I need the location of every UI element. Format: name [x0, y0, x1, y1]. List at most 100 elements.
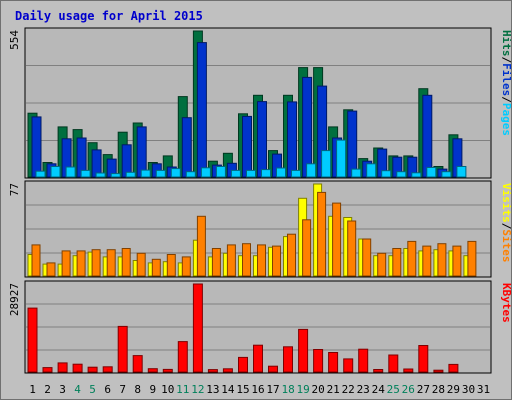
bar-pages-day-20 — [321, 150, 332, 178]
bar-kbytes-day-7 — [117, 325, 128, 373]
bar-sites-day-2 — [46, 262, 56, 277]
bar-pages-day-5 — [95, 172, 106, 178]
bar-sites-day-24 — [377, 252, 387, 277]
bar-pages-day-24 — [381, 170, 392, 178]
axis-max-label-middle: 77 — [8, 183, 21, 196]
day-label-1: 1 — [29, 383, 36, 396]
day-label-3: 3 — [59, 383, 66, 396]
bar-sites-day-26 — [407, 240, 417, 277]
bar-kbytes-day-19 — [298, 328, 309, 373]
bar-pages-day-10 — [170, 168, 181, 178]
bar-kbytes-day-18 — [283, 346, 293, 373]
bar-sites-day-13 — [211, 248, 221, 277]
bar-sites-day-23 — [362, 238, 372, 277]
bar-sites-day-19 — [302, 219, 312, 277]
bar-sites-day-27 — [422, 245, 432, 277]
bar-files-day-18 — [287, 101, 297, 178]
bar-sites-day-5 — [91, 249, 101, 277]
bar-sites-day-20 — [317, 191, 327, 277]
day-label-5: 5 — [89, 383, 96, 396]
bar-kbytes-day-2 — [42, 367, 53, 373]
day-label-11: 11 — [176, 383, 189, 396]
day-label-13: 13 — [206, 383, 219, 396]
bar-pages-day-17 — [276, 167, 286, 178]
legend-item-files: Files — [500, 63, 511, 96]
day-label-20: 20 — [311, 383, 324, 396]
bar-kbytes-day-17 — [268, 365, 278, 373]
legend-item-visits: Visits — [500, 183, 511, 223]
bar-pages-day-11 — [185, 171, 196, 178]
day-label-12: 12 — [191, 383, 204, 396]
panel-middle — [24, 180, 492, 278]
bar-files-day-16 — [257, 101, 267, 178]
day-label-27: 27 — [417, 383, 430, 396]
bar-pages-day-16 — [261, 169, 271, 178]
bar-kbytes-day-26 — [403, 368, 414, 373]
bar-kbytes-day-24 — [373, 369, 384, 373]
bar-kbytes-day-25 — [388, 354, 399, 373]
day-label-10: 10 — [161, 383, 174, 396]
bar-sites-day-25 — [392, 248, 402, 277]
bar-pages-day-27 — [426, 167, 437, 178]
day-label-4: 4 — [74, 383, 81, 396]
bar-kbytes-day-16 — [253, 344, 263, 373]
day-label-8: 8 — [134, 383, 141, 396]
bar-pages-day-22 — [351, 168, 362, 178]
day-label-26: 26 — [402, 383, 415, 396]
panel-top — [24, 27, 492, 179]
bar-kbytes-day-3 — [57, 362, 68, 373]
bar-files-day-12 — [196, 42, 207, 178]
bar-sites-day-3 — [61, 250, 71, 277]
bar-pages-day-23 — [366, 163, 377, 178]
bar-kbytes-day-4 — [72, 363, 83, 373]
bar-sites-day-15 — [242, 243, 251, 277]
bar-sites-day-22 — [347, 220, 357, 277]
bar-kbytes-day-14 — [222, 368, 233, 373]
bar-sites-day-7 — [121, 248, 131, 277]
bar-sites-day-29 — [452, 245, 462, 277]
day-label-2: 2 — [44, 383, 51, 396]
legend-separator: / — [500, 96, 511, 103]
legend-item-pages: Pages — [500, 103, 511, 136]
chart-title: Daily usage for April 2015 — [15, 9, 203, 23]
bar-pages-day-29 — [456, 166, 467, 178]
day-label-16: 16 — [251, 383, 264, 396]
day-label-19: 19 — [296, 383, 309, 396]
bar-files-day-15 — [242, 115, 252, 178]
bar-files-day-11 — [181, 117, 192, 178]
legend-item-hits: Hits — [500, 30, 511, 57]
day-label-7: 7 — [119, 383, 126, 396]
bar-sites-day-17 — [272, 245, 281, 277]
bar-kbytes-day-20 — [313, 349, 324, 373]
bar-pages-day-19 — [306, 163, 317, 178]
axis-labels-layer: 554 77 28927 — [8, 30, 21, 316]
legend-middle: Visits/Sites — [500, 183, 511, 263]
day-label-6: 6 — [104, 383, 111, 396]
bar-pages-day-26 — [411, 172, 422, 178]
bar-sites-day-30 — [467, 240, 477, 277]
bar-sites-day-9 — [151, 258, 161, 277]
day-labels-layer: 1 2 3 4 5 6 7 8 9 10 11 12 13 14 15 16 17 18 19 20 21 22 23 24 2… — [29, 383, 490, 396]
bar-files-day-27 — [422, 94, 433, 178]
bar-pages-day-21 — [336, 139, 347, 178]
bar-kbytes-day-10 — [162, 368, 173, 373]
day-label-29: 29 — [447, 383, 460, 396]
bar-sites-day-10 — [166, 254, 176, 277]
axis-max-label-top: 554 — [8, 30, 21, 50]
bar-kbytes-day-1 — [27, 307, 38, 373]
bar-sites-day-21 — [332, 202, 342, 277]
day-label-22: 22 — [342, 383, 355, 396]
bar-pages-day-28 — [441, 171, 452, 178]
bar-pages-day-25 — [396, 171, 407, 178]
bar-pages-day-1 — [35, 170, 46, 178]
bar-kbytes-day-22 — [343, 358, 354, 373]
bar-pages-day-8 — [140, 169, 151, 178]
bar-pages-day-12 — [200, 167, 211, 178]
day-label-9: 9 — [149, 383, 156, 396]
day-label-31: 31 — [477, 383, 490, 396]
day-label-21: 21 — [327, 383, 340, 396]
axis-max-label-bottom: 28927 — [8, 283, 21, 316]
bar-kbytes-day-8 — [132, 355, 143, 373]
